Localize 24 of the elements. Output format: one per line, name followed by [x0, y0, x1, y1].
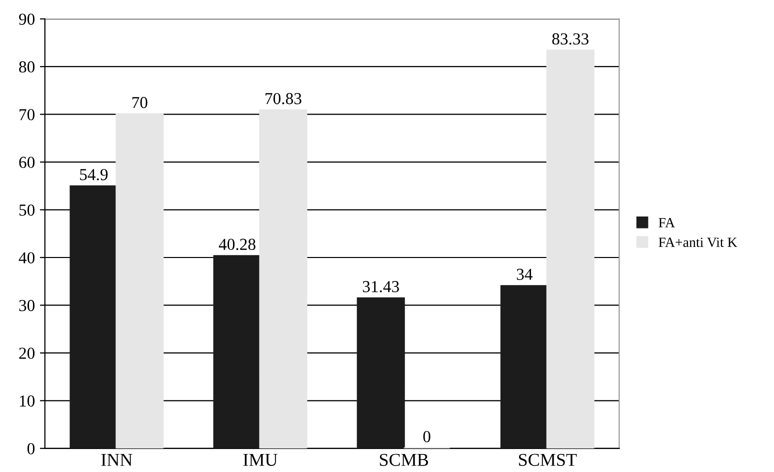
y-tick-label: 20: [19, 348, 35, 359]
data-label: 31.43: [362, 281, 399, 292]
x-tick-label: SCMST: [519, 454, 577, 466]
x-tick-label: SCMB: [380, 454, 428, 466]
data-label: 0: [423, 430, 430, 442]
x-tick-label: INN: [101, 454, 132, 466]
y-tick-label: 10: [20, 395, 35, 407]
data-label: 54.9: [80, 169, 108, 180]
y-tick-label: 80: [19, 61, 35, 73]
y-tick-label: 40: [18, 252, 35, 264]
data-label: 40.28: [218, 238, 256, 250]
data-label: 83.33: [552, 33, 588, 45]
data-label: 70.83: [266, 92, 302, 104]
y-tick-label: 60: [19, 156, 35, 168]
data-label: 70: [132, 96, 148, 108]
y-tick-label: 0: [27, 443, 35, 454]
y-tick-label: 30: [19, 300, 35, 312]
y-tick-label: 70: [20, 109, 35, 120]
x-tick-label: IMU: [243, 454, 278, 466]
data-label: 34: [516, 268, 533, 280]
y-tick-label: 90: [19, 14, 35, 25]
legend-label: FA: [658, 218, 675, 228]
legend-label: FA+anti Vit K: [658, 238, 738, 248]
y-tick-label: 50: [19, 204, 35, 216]
